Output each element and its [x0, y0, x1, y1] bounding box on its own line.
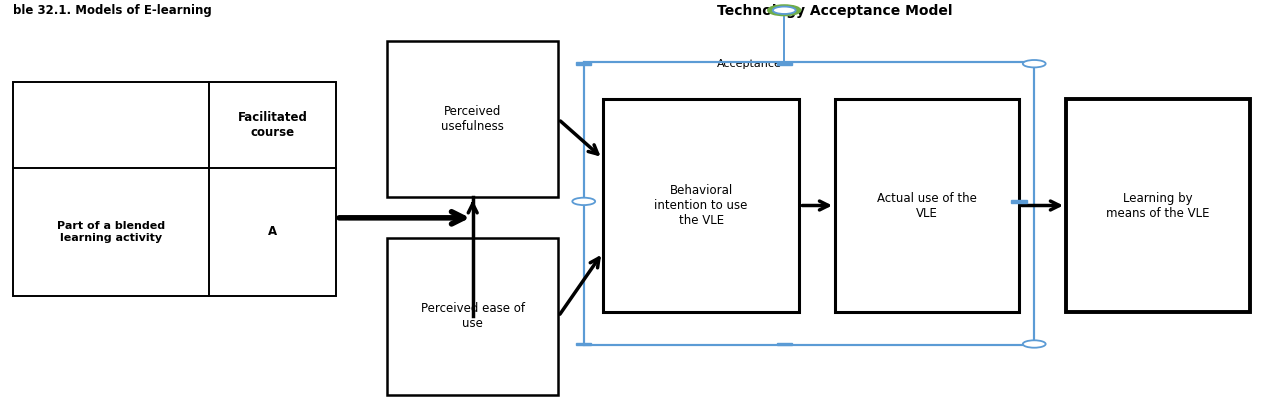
Circle shape	[1023, 340, 1046, 348]
Bar	[777, 342, 792, 346]
Text: Part of a blended
learning activity: Part of a blended learning activity	[57, 221, 165, 242]
Bar	[13, 82, 336, 296]
Bar	[387, 41, 558, 197]
Text: ble 32.1. Models of E-learning: ble 32.1. Models of E-learning	[13, 4, 212, 17]
Text: Perceived
usefulness: Perceived usefulness	[442, 105, 504, 133]
Text: A: A	[268, 225, 278, 238]
Text: Behavioral
intention to use
the VLE: Behavioral intention to use the VLE	[655, 184, 747, 227]
Text: Acceptance: Acceptance	[717, 59, 782, 69]
Bar	[835, 99, 1019, 312]
Bar	[1066, 99, 1250, 312]
Circle shape	[773, 7, 796, 14]
Text: Learning by
means of the VLE: Learning by means of the VLE	[1107, 192, 1209, 219]
Bar	[584, 62, 1034, 345]
Text: Perceived ease of
use: Perceived ease of use	[421, 302, 524, 330]
Circle shape	[572, 198, 595, 205]
Bar	[603, 99, 799, 312]
Bar	[576, 342, 591, 346]
Bar	[387, 238, 558, 395]
Circle shape	[1023, 60, 1046, 67]
Text: Technology Acceptance Model: Technology Acceptance Model	[717, 4, 953, 18]
Circle shape	[768, 5, 801, 16]
Text: Actual use of the
VLE: Actual use of the VLE	[877, 192, 977, 219]
Bar	[777, 62, 792, 65]
Text: Facilitated
course: Facilitated course	[237, 111, 308, 139]
Bar	[1011, 200, 1027, 203]
Bar	[576, 62, 591, 65]
